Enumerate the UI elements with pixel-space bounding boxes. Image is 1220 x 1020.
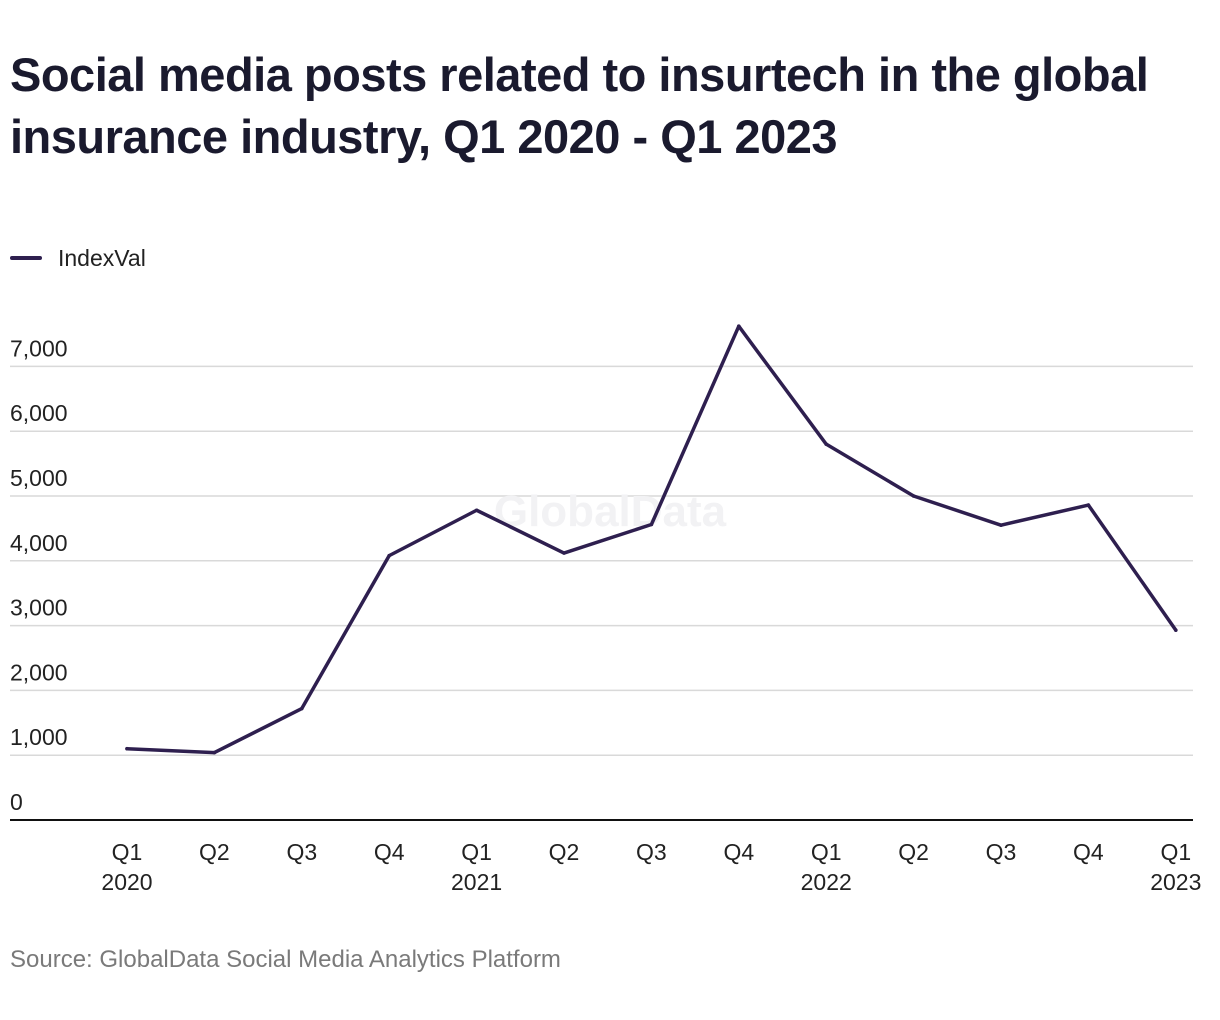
x-tick-label: Q3 bbox=[286, 839, 317, 865]
data-point bbox=[911, 494, 916, 498]
x-tick-label: Q1 bbox=[811, 839, 842, 865]
data-point bbox=[649, 522, 654, 527]
x-tick-label: Q1 bbox=[112, 839, 143, 865]
y-tick-label: 0 bbox=[10, 789, 23, 815]
x-tick-label: Q3 bbox=[636, 839, 667, 865]
x-axis-ticks: Q1 2020 Q2 Q3 Q4 Q1 2021 Q2 Q3 Q4 Q1 2022 Q2 Q3 Q4 Q1 20… bbox=[101, 839, 1201, 895]
source-note: Source: GlobalData Social Media Analytic… bbox=[10, 946, 561, 973]
chart-title: Social media posts related to insurtech … bbox=[10, 48, 1149, 163]
data-point bbox=[125, 746, 129, 751]
data-point bbox=[824, 442, 828, 446]
y-tick-label: 5,000 bbox=[10, 465, 68, 491]
y-tick-label: 4,000 bbox=[10, 530, 68, 556]
x-tick-label: Q1 bbox=[1160, 839, 1191, 865]
series-line bbox=[125, 324, 1178, 755]
data-point bbox=[737, 324, 741, 329]
legend-line-swatch bbox=[10, 256, 42, 260]
y-tick-label: 7,000 bbox=[10, 335, 68, 361]
x-tick-label: Q2 bbox=[898, 839, 929, 865]
gridlines bbox=[10, 365, 1193, 756]
series bbox=[125, 324, 1178, 755]
legend: IndexVal bbox=[10, 243, 146, 273]
x-tick-label: 2021 bbox=[451, 869, 502, 895]
y-tick-label: 1,000 bbox=[10, 724, 68, 750]
data-point bbox=[562, 551, 566, 555]
data-point bbox=[999, 523, 1003, 527]
x-tick-label: Q4 bbox=[374, 839, 405, 865]
x-tick-label: Q4 bbox=[723, 839, 754, 865]
x-tick-label: Q3 bbox=[986, 839, 1017, 865]
x-tick-label: Q4 bbox=[1073, 839, 1104, 865]
x-tick-label: 2020 bbox=[101, 869, 152, 895]
x-tick-label: Q2 bbox=[549, 839, 580, 865]
y-tick-label: 6,000 bbox=[10, 400, 68, 426]
data-point bbox=[387, 553, 392, 558]
watermark: GlobalData bbox=[494, 487, 727, 536]
data-point bbox=[212, 750, 217, 755]
y-tick-label: 3,000 bbox=[10, 595, 68, 621]
x-tick-label: Q1 bbox=[461, 839, 492, 865]
y-axis-ticks: 0 1,000 2,000 3,000 4,000 5,000 6,000 7,000 bbox=[10, 335, 68, 815]
data-point bbox=[474, 508, 479, 513]
x-tick-label: 2022 bbox=[801, 869, 852, 895]
x-tick-label: Q2 bbox=[199, 839, 230, 865]
data-point bbox=[1086, 503, 1091, 507]
data-point bbox=[300, 706, 304, 711]
legend-label: IndexVal bbox=[58, 244, 146, 271]
y-tick-label: 2,000 bbox=[10, 659, 68, 685]
x-tick-label: 2023 bbox=[1150, 869, 1201, 895]
data-point bbox=[1174, 628, 1178, 632]
